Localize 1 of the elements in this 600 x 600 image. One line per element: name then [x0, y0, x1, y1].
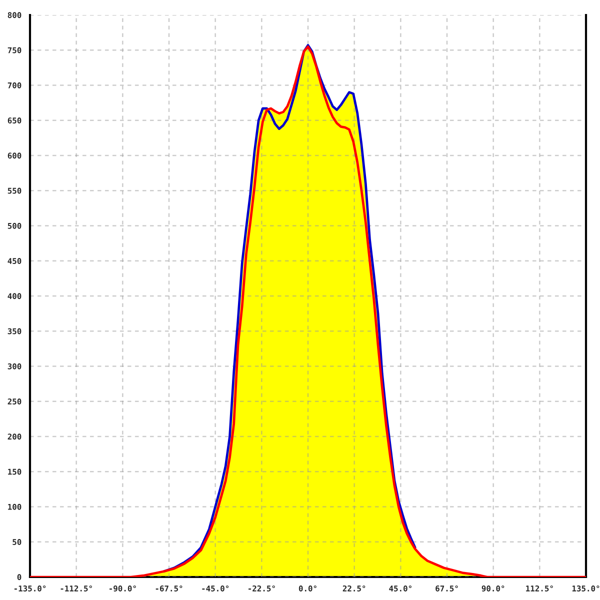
line-series: [162, 44, 416, 573]
